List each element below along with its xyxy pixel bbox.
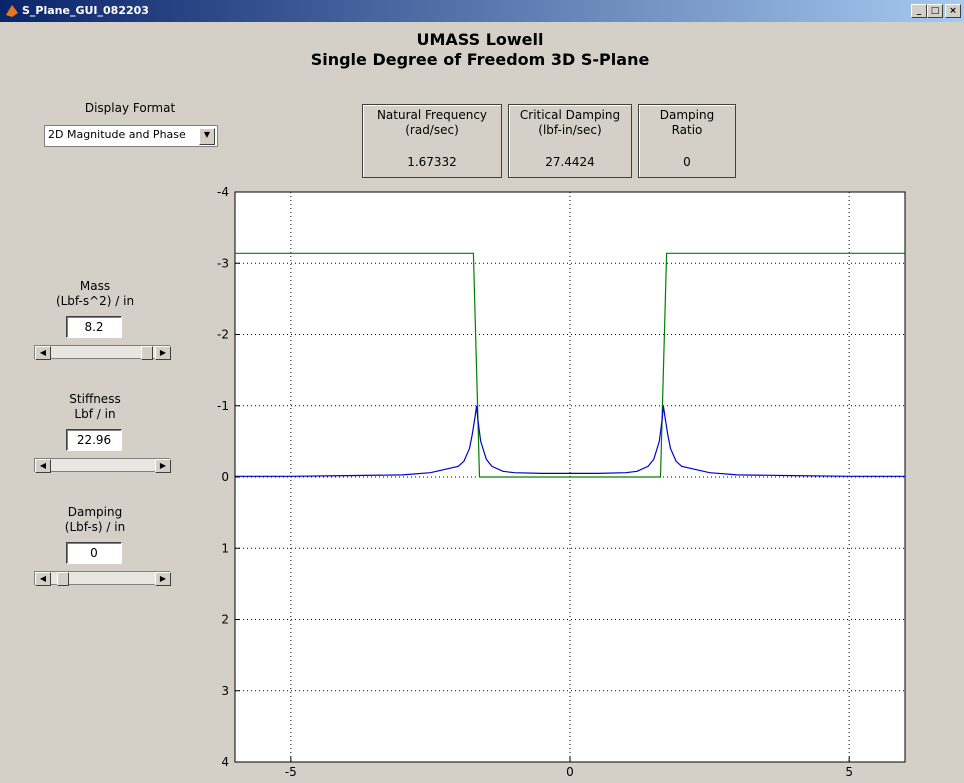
y-tick-label: 3: [221, 684, 229, 698]
readout-box: Damping Ratio 0: [638, 104, 736, 178]
y-tick-label: 1: [221, 541, 229, 555]
x-tick-label: 0: [566, 765, 574, 779]
y-tick-label: 0: [221, 470, 229, 484]
control-label: Damping: [67, 505, 123, 519]
control-label: Lbf / in: [74, 407, 116, 421]
close-button[interactable]: ×: [945, 4, 961, 18]
slider-right-arrow[interactable]: ▶: [155, 346, 171, 360]
readout-label: (rad/sec): [405, 123, 459, 137]
readout-label: (lbf-in/sec): [538, 123, 602, 137]
slider[interactable]: ◀ ▶: [34, 345, 171, 360]
value-input[interactable]: 8.2: [66, 316, 122, 338]
y-tick-label: -2: [217, 328, 229, 342]
gui-subtitle: Single Degree of Freedom 3D S-Plane: [310, 50, 650, 69]
title-bar: S_Plane_GUI_082203 _ □ ×: [0, 0, 964, 22]
slider-right-arrow[interactable]: ▶: [155, 572, 171, 586]
control-label: (Lbf-s) / in: [64, 520, 126, 534]
slider-thumb[interactable]: [57, 572, 69, 586]
data-line: [235, 405, 905, 477]
readout-box: Natural Frequency (rad/sec) 1.67332: [362, 104, 502, 178]
display-format-dropdown[interactable]: 2D Magnitude and Phase ▼: [44, 125, 218, 147]
slider-left-arrow[interactable]: ◀: [35, 459, 51, 473]
value-input[interactable]: 22.96: [66, 429, 122, 451]
dropdown-arrow[interactable]: ▼: [199, 128, 215, 145]
readout-value: 0: [683, 155, 691, 169]
slider-left-arrow[interactable]: ◀: [35, 572, 51, 586]
control-label: Mass: [79, 279, 111, 293]
readout-value: 27.4424: [545, 155, 595, 169]
readout-value: 1.67332: [407, 155, 457, 169]
maximize-button[interactable]: □: [927, 4, 943, 18]
gui-title: UMASS Lowell: [416, 30, 544, 49]
slider-thumb[interactable]: [141, 346, 153, 360]
readout-box: Critical Damping (lbf-in/sec) 27.4424: [508, 104, 632, 178]
readout-label: Ratio: [671, 123, 703, 137]
readout-label: Damping: [659, 108, 715, 122]
dropdown-value: 2D Magnitude and Phase: [48, 128, 186, 141]
y-tick-label: -1: [217, 399, 229, 413]
y-tick-label: -4: [217, 185, 229, 199]
y-tick-label: -3: [217, 256, 229, 270]
x-tick-label: -5: [285, 765, 297, 779]
readout-label: Critical Damping: [519, 108, 621, 122]
window-title: S_Plane_GUI_082203: [22, 4, 149, 17]
readout-label: Natural Frequency: [376, 108, 488, 122]
app-icon: [6, 5, 18, 17]
display-format-label: Display Format: [84, 101, 176, 115]
slider-left-arrow[interactable]: ◀: [35, 346, 51, 360]
slider[interactable]: ◀ ▶: [34, 571, 171, 586]
data-line: [235, 252, 905, 478]
minimize-button[interactable]: _: [911, 4, 927, 18]
control-label: (Lbf-s^2) / in: [55, 294, 135, 308]
x-tick-label: 5: [845, 765, 853, 779]
y-tick-label: 4: [221, 755, 229, 769]
control-label: Stiffness: [69, 392, 121, 406]
y-tick-label: 2: [221, 613, 229, 627]
slider[interactable]: ◀ ▶: [34, 458, 171, 473]
value-input[interactable]: 0: [66, 542, 122, 564]
slider-right-arrow[interactable]: ▶: [155, 459, 171, 473]
